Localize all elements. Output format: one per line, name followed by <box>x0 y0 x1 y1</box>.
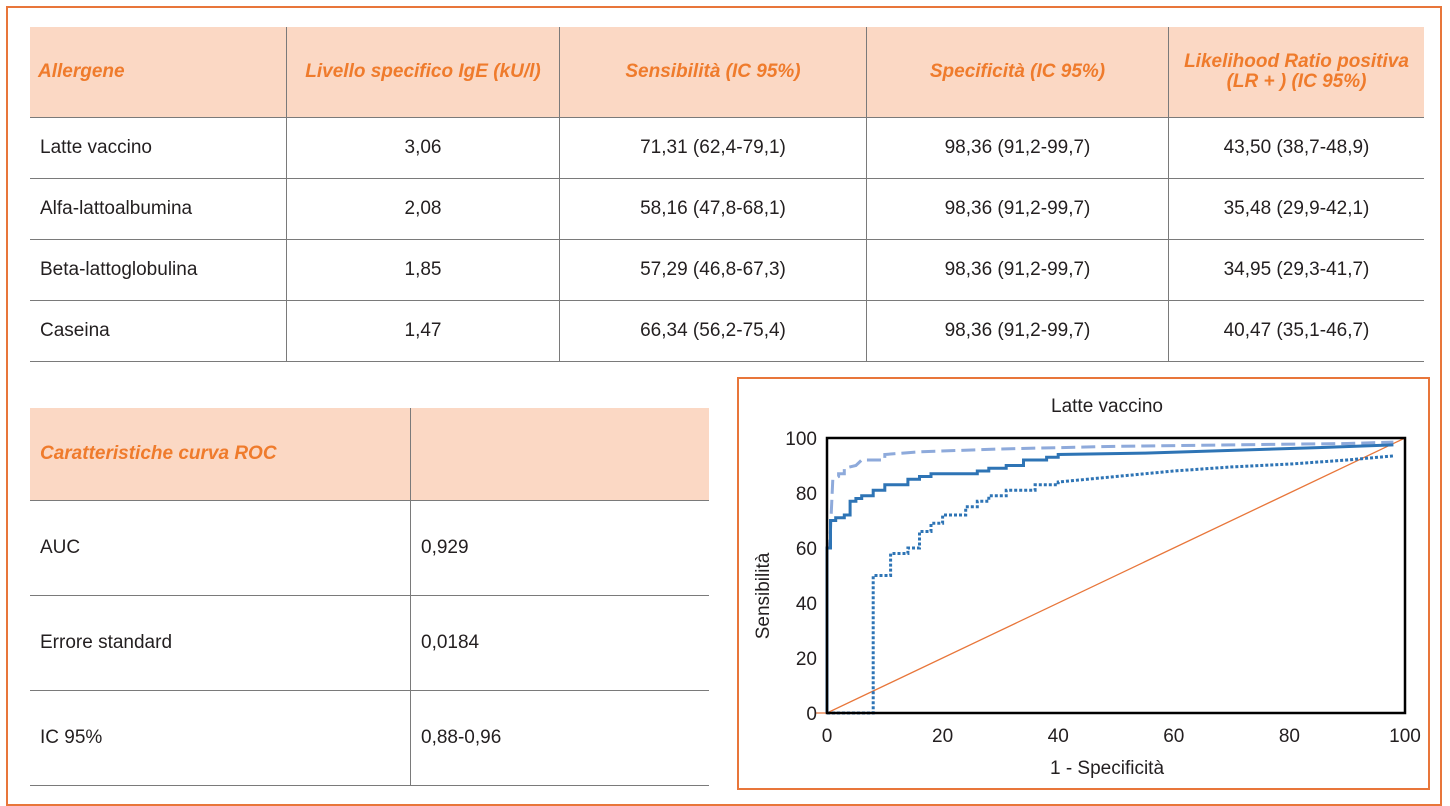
table-row: Alfa-lattoalbumina 2,08 58,16 (47,8-68,1… <box>30 178 1424 240</box>
x-tick-label: 80 <box>1279 726 1300 747</box>
cell-allergene: Beta-lattoglobulina <box>30 239 287 301</box>
header-specificita: Specificità (IC 95%) <box>866 27 1169 118</box>
table-row: Beta-lattoglobulina 1,85 57,29 (46,8-67,… <box>30 239 1424 301</box>
plot-frame <box>825 436 1407 715</box>
x-tick-label: 100 <box>1389 726 1421 747</box>
roc-row-value: 0,88-0,96 <box>410 690 709 786</box>
chart-title: Latte vaccino <box>1051 396 1163 417</box>
y-axis-label: Sensibilità <box>753 552 774 639</box>
cell-likelihood-ratio: 40,47 (35,1-46,7) <box>1168 300 1424 362</box>
roc-row-value: 0,0184 <box>410 595 709 691</box>
roc-chart: Latte vaccino Sensibilità 1 - Specificit… <box>753 396 1421 779</box>
cell-ige-level: 1,85 <box>286 239 560 301</box>
roc-row-value: 0,929 <box>410 500 709 596</box>
cell-specificita: 98,36 (91,2-99,7) <box>866 117 1169 179</box>
x-axis-label: 1 - Specificità <box>1050 758 1164 779</box>
header-ige-level: Livello specifico IgE (kU/l) <box>286 27 560 118</box>
cell-specificita: 98,36 (91,2-99,7) <box>866 300 1169 362</box>
table-row: Caseina 1,47 66,34 (56,2-75,4) 98,36 (91… <box>30 300 1424 362</box>
y-tick-label: 0 <box>806 704 817 725</box>
roc-table-header: Caratteristiche curva ROC <box>30 408 709 501</box>
roc-row-label: IC 95% <box>30 690 411 786</box>
cell-ige-level: 3,06 <box>286 117 560 179</box>
cell-specificita: 98,36 (91,2-99,7) <box>866 239 1169 301</box>
y-tick-label: 80 <box>796 484 817 505</box>
x-tick-label: 60 <box>1163 726 1184 747</box>
y-tick-label: 100 <box>785 429 817 450</box>
cell-likelihood-ratio: 35,48 (29,9-42,1) <box>1168 178 1424 240</box>
roc-chart-panel: Latte vaccino Sensibilità 1 - Specificit… <box>737 377 1430 790</box>
allergen-table-header: Allergene Livello specifico IgE (kU/l) S… <box>30 27 1424 118</box>
cell-specificita: 98,36 (91,2-99,7) <box>866 178 1169 240</box>
x-tick-label: 0 <box>822 726 833 747</box>
y-tick-label: 60 <box>796 539 817 560</box>
cell-ige-level: 2,08 <box>286 178 560 240</box>
roc-row-label: Errore standard <box>30 595 411 691</box>
roc-characteristics-table: Caratteristiche curva ROC AUC 0,929 Erro… <box>30 408 709 786</box>
cell-sensibilita: 71,31 (62,4-79,1) <box>559 117 867 179</box>
cell-ige-level: 1,47 <box>286 300 560 362</box>
roc-series-solid <box>825 443 1394 713</box>
allergen-table: Allergene Livello specifico IgE (kU/l) S… <box>30 27 1424 362</box>
table-row: AUC 0,929 <box>30 500 709 596</box>
table-row: Errore standard 0,0184 <box>30 595 709 691</box>
cell-likelihood-ratio: 34,95 (29,3-41,7) <box>1168 239 1424 301</box>
x-tick-label: 40 <box>1048 726 1069 747</box>
header-sensibilita: Sensibilità (IC 95%) <box>559 27 867 118</box>
cell-sensibilita: 66,34 (56,2-75,4) <box>559 300 867 362</box>
cell-allergene: Caseina <box>30 300 287 362</box>
roc-series-dashed <box>825 440 1394 713</box>
y-tick-label: 20 <box>796 649 817 670</box>
roc-header-label: Caratteristiche curva ROC <box>30 408 411 501</box>
roc-row-label: AUC <box>30 500 411 596</box>
table-row: IC 95% 0,88-0,96 <box>30 690 709 786</box>
y-tick-label: 40 <box>796 594 817 615</box>
cell-sensibilita: 57,29 (46,8-67,3) <box>559 239 867 301</box>
plot-area: 0 20 40 60 80 100 0 20 40 60 80 100 <box>785 429 1421 747</box>
header-allergene: Allergene <box>30 27 287 118</box>
cell-likelihood-ratio: 43,50 (38,7-48,9) <box>1168 117 1424 179</box>
x-tick-label: 20 <box>932 726 953 747</box>
cell-allergene: Alfa-lattoalbumina <box>30 178 287 240</box>
cell-sensibilita: 58,16 (47,8-68,1) <box>559 178 867 240</box>
reference-diagonal-line <box>815 437 1406 714</box>
roc-header-value <box>410 408 709 501</box>
roc-series-dotted <box>827 454 1394 715</box>
cell-allergene: Latte vaccino <box>30 117 287 179</box>
table-row: Latte vaccino 3,06 71,31 (62,4-79,1) 98,… <box>30 117 1424 179</box>
header-likelihood-ratio: Likelihood Ratio positiva (LR + ) (IC 95… <box>1168 27 1424 118</box>
